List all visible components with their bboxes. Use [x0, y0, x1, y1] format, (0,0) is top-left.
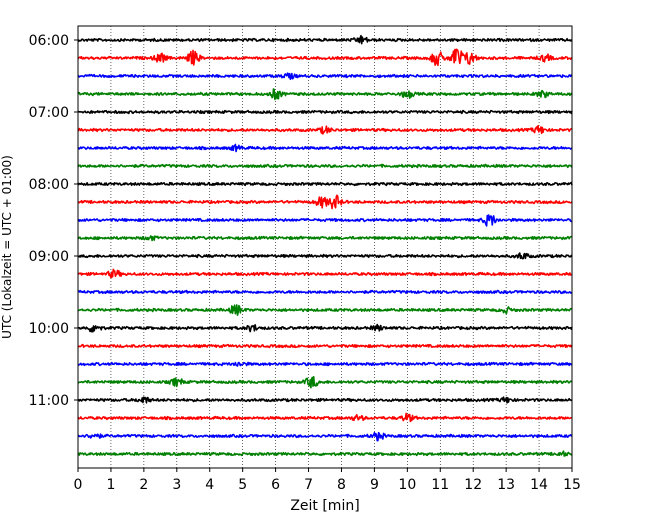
trace-line	[77, 181, 573, 187]
trace-line	[77, 143, 573, 153]
x-tick-label: 8	[337, 477, 346, 493]
trace-line	[77, 194, 573, 210]
trace-line	[77, 304, 573, 316]
x-tick-label: 11	[431, 477, 449, 493]
x-axis-ticks: 0 1 2 3 4 5 6 7 8 9 10 11 12 13 14 15	[74, 468, 581, 493]
x-tick-label: 2	[139, 477, 148, 493]
trace-line	[77, 396, 573, 404]
x-tick-label: 5	[238, 477, 247, 493]
y-axis-label: UTC (Lokalzeit = UTC + 01:00)	[0, 155, 14, 339]
trace-line	[77, 450, 573, 457]
x-tick-label: 6	[271, 477, 280, 493]
plot-area	[78, 26, 572, 468]
x-tick-label: 0	[74, 477, 83, 493]
y-tick-label: 06:00	[29, 33, 69, 49]
x-tick-label: 3	[172, 477, 181, 493]
trace-line	[77, 34, 573, 45]
trace-line	[77, 343, 573, 349]
x-tick-label: 12	[464, 477, 482, 493]
trace-line	[77, 214, 573, 227]
y-axis-ticks: 06:00 07:00 08:00 09:00 10:00 11:00	[29, 33, 78, 409]
trace-line	[77, 88, 573, 101]
trace-line	[77, 72, 573, 81]
x-tick-label: 13	[497, 477, 515, 493]
x-tick-label: 10	[398, 477, 416, 493]
plot-frame	[77, 25, 573, 469]
x-tick-label: 1	[106, 477, 115, 493]
trace-line	[77, 289, 573, 295]
x-tick-label: 7	[304, 477, 313, 493]
y-tick-label: 10:00	[29, 321, 69, 337]
trace-line	[77, 323, 573, 333]
trace-line	[77, 252, 573, 260]
y-tick-label: 11:00	[29, 393, 69, 409]
x-tick-label: 15	[563, 477, 581, 493]
y-tick-label: 09:00	[29, 249, 69, 265]
traces	[77, 34, 573, 457]
trace-line	[77, 412, 573, 423]
trace-line	[77, 109, 573, 115]
y-tick-label: 08:00	[29, 177, 69, 193]
trace-line	[77, 235, 573, 242]
trace-line	[77, 48, 573, 67]
trace-line	[77, 268, 573, 279]
trace-line	[77, 124, 573, 135]
x-tick-label: 4	[205, 477, 214, 493]
trace-line	[77, 361, 573, 367]
trace-line	[77, 376, 573, 389]
x-tick-label: 14	[530, 477, 548, 493]
trace-line	[77, 431, 573, 442]
x-tick-label: 9	[370, 477, 379, 493]
y-tick-label: 07:00	[29, 105, 69, 121]
trace-line	[77, 163, 573, 169]
x-axis-label: Zeit [min]	[290, 498, 359, 514]
